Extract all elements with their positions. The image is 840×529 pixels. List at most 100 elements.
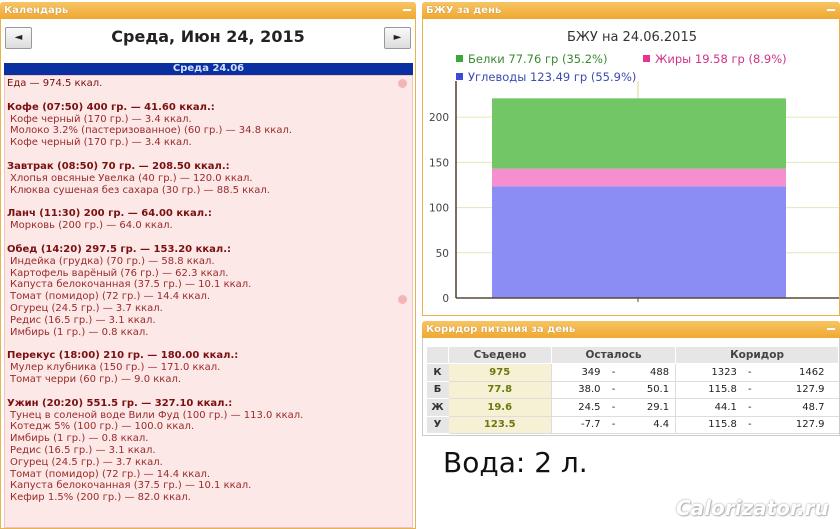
food-item[interactable]: Редис (16.5 гр.) — 3.1 ккал. (10, 314, 156, 326)
chart-title: БЖУ на 24.06.2015 (566, 30, 697, 45)
food-item[interactable]: Огурец (24.5 гр.) — 3.7 ккал. (10, 302, 163, 314)
meal-spacer (7, 386, 412, 398)
day-bar[interactable]: Среда 24.06 (4, 63, 413, 75)
dash-separator: - (606, 416, 621, 434)
table-row: Б 77.8 38.0-50.1 115.8-127.9 (426, 381, 839, 399)
next-day-button[interactable]: ► (384, 27, 411, 49)
dash-separator: - (742, 363, 757, 382)
food-item[interactable]: Огурец (24.5 гр.) — 3.7 ккал. (10, 456, 163, 468)
calendar-panel-header: Календарь (0, 2, 416, 19)
calendar-panel-title: Календарь (4, 5, 69, 16)
dash-separator: - (606, 363, 621, 382)
meal-spacer (7, 338, 412, 350)
meal-spacer (7, 196, 412, 208)
dash-separator: - (742, 416, 757, 434)
meal-title[interactable]: Кофе (07:50) 400 гр. — 41.60 ккал.: (7, 101, 215, 113)
corridor-max-value: 1462 (756, 363, 839, 382)
row-label: К (426, 363, 449, 382)
food-item[interactable]: Имбирь (1 гр.) — 0.8 ккал. (10, 326, 149, 338)
food-item[interactable]: Капуста белокочанная (37.5 гр.) — 10.1 к… (10, 279, 252, 291)
water-intake: Вода: 2 л. (443, 446, 588, 479)
left-min-value: 38.0 (550, 381, 607, 399)
food-item[interactable]: Редис (16.5 гр.) — 3.1 ккал. (10, 444, 156, 456)
corridor-table: Съедено Осталось Коридор К 975 349-488 1323… (426, 346, 839, 434)
calendar-panel: ◄ Среда, Июн 24, 2015 ► Среда 24.06 Еда … (0, 19, 416, 529)
corridor-min-value: 44.1 (675, 398, 743, 417)
corridor-min-value: 115.8 (675, 381, 743, 399)
food-item[interactable]: Капуста белокочанная (37.5 гр.) — 10.1 к… (10, 480, 252, 492)
meal-title[interactable]: Ужин (20:20) 551.5 гр. — 327.10 ккал.: (7, 397, 233, 409)
edit-icon[interactable] (398, 79, 407, 88)
eaten-value: 19.6 (448, 398, 552, 417)
corridor-panel: Съедено Осталось Коридор К 975 349-488 1323… (422, 338, 840, 436)
edit-icon[interactable] (398, 295, 407, 304)
table-row: К 975 349-488 1323-1462 (426, 363, 839, 382)
food-item[interactable]: Клюква сушеная без сахара (30 гр.) — 88.… (10, 184, 270, 196)
food-item[interactable]: Морковь (200 гр.) — 64.0 ккал. (10, 220, 173, 232)
y-tick-label: 0 (442, 293, 449, 305)
legend-label: Углеводы 123.49 гр (55.9%) (468, 70, 637, 84)
meal-spacer (7, 232, 412, 244)
food-item[interactable]: Котедж 5% (100 гр.) — 100.0 ккал. (10, 421, 195, 433)
row-label: Б (426, 381, 449, 399)
food-item[interactable]: Томат (помидор) (72 гр.) — 14.4 ккал. (10, 291, 211, 303)
meal-title[interactable]: Обед (14:20) 297.5 гр. — 153.20 ккал.: (7, 243, 232, 255)
y-tick-label: 150 (429, 157, 449, 169)
left-min-value: 24.5 (550, 398, 607, 417)
meal-spacer (7, 90, 412, 102)
food-item[interactable]: Тунец в соленой воде Вили Фуд (100 гр.) … (10, 409, 304, 421)
food-item[interactable]: Картофель варёный (76 гр.) — 62.3 ккал. (10, 267, 229, 279)
legend-entry[interactable]: Жиры 19.58 гр (8.9%) (643, 52, 787, 66)
corridor-panel-header: Коридор питания за день (422, 321, 840, 338)
y-tick-label: 50 (436, 248, 449, 260)
meal-title[interactable]: Завтрак (08:50) 70 гр. — 208.50 ккал.: (7, 160, 230, 172)
prev-day-button[interactable]: ◄ (5, 27, 32, 49)
bju-chart: 0 50 100 150 200 (429, 81, 839, 305)
food-item[interactable]: Томат черри (60 гр.) — 9.0 ккал. (10, 373, 182, 385)
food-item[interactable]: Молоко 3.2% (пастеризованное) (60 гр.) —… (10, 125, 293, 137)
food-item[interactable]: Хлопья овсяные Увелка (40 гр.) — 120.0 к… (10, 172, 253, 184)
food-item[interactable]: Кофе черный (170 гр.) — 3.4 ккал. (10, 113, 192, 125)
bju-panel-header: БЖУ за день (422, 2, 840, 19)
bar-segment (492, 168, 786, 187)
corridor-max-value: 48.7 (756, 398, 839, 417)
dash-separator: - (606, 381, 621, 399)
corridor-min-value: 1323 (675, 363, 743, 382)
legend-entry[interactable]: Белки 77.76 гр (35.2%) (456, 52, 607, 66)
legend-swatch (456, 55, 463, 62)
food-item[interactable]: Кефир 1.5% (200 гр.) — 82.0 ккал. (10, 492, 191, 504)
calendar-nav: ◄ Среда, Июн 24, 2015 ► (1, 19, 415, 59)
corridor-max-value: 127.9 (756, 381, 839, 399)
corner-header (426, 346, 449, 364)
minimize-icon[interactable] (827, 9, 835, 11)
row-label: Ж (426, 398, 449, 417)
corridor-max-value: 127.9 (756, 416, 839, 434)
corridor-panel-title: Коридор питания за день (426, 324, 576, 335)
corridor-min-value: 115.8 (675, 416, 743, 434)
food-item[interactable]: Мулер клубника (150 гр.) — 171.0 ккал. (10, 362, 221, 374)
minimize-icon[interactable] (827, 328, 835, 330)
left-max-value: 4.4 (620, 416, 676, 434)
food-item[interactable]: Кофе черный (170 гр.) — 3.4 ккал. (10, 137, 192, 149)
legend-swatch (456, 73, 463, 80)
minimize-icon[interactable] (403, 9, 411, 11)
food-item[interactable]: Имбирь (1 гр.) — 0.8 ккал. (10, 433, 149, 445)
food-item[interactable]: Индейка (грудка) (70 гр.) — 58.8 ккал. (10, 255, 215, 267)
left-max-value: 50.1 (620, 381, 676, 399)
eaten-value: 77.8 (448, 381, 552, 399)
dash-separator: - (606, 398, 621, 417)
food-item[interactable]: Томат (помидор) (72 гр.) — 14.4 ккал. (10, 468, 211, 480)
table-header-row: Съедено Осталось Коридор (426, 346, 839, 364)
food-diary: Еда — 974.5 ккал. Кофе (07:50) 400 гр. —… (4, 75, 413, 528)
legend-entry[interactable]: Углеводы 123.49 гр (55.9%) (456, 70, 636, 84)
watermark-logo: Calorizator.ru (676, 496, 829, 520)
left-max-value: 488 (620, 363, 676, 382)
meal-title[interactable]: Ланч (11:30) 200 гр. — 64.00 ккал.: (7, 208, 212, 220)
legend-label: Белки 77.76 гр (35.2%) (468, 52, 608, 66)
bar-segment (492, 186, 786, 298)
header-left: Осталось (550, 346, 677, 364)
dash-separator: - (742, 398, 757, 417)
left-min-value: 349 (550, 363, 607, 382)
meal-title[interactable]: Перекус (18:00) 210 гр. — 180.00 ккал.: (7, 350, 239, 362)
eaten-value: 975 (448, 363, 552, 382)
